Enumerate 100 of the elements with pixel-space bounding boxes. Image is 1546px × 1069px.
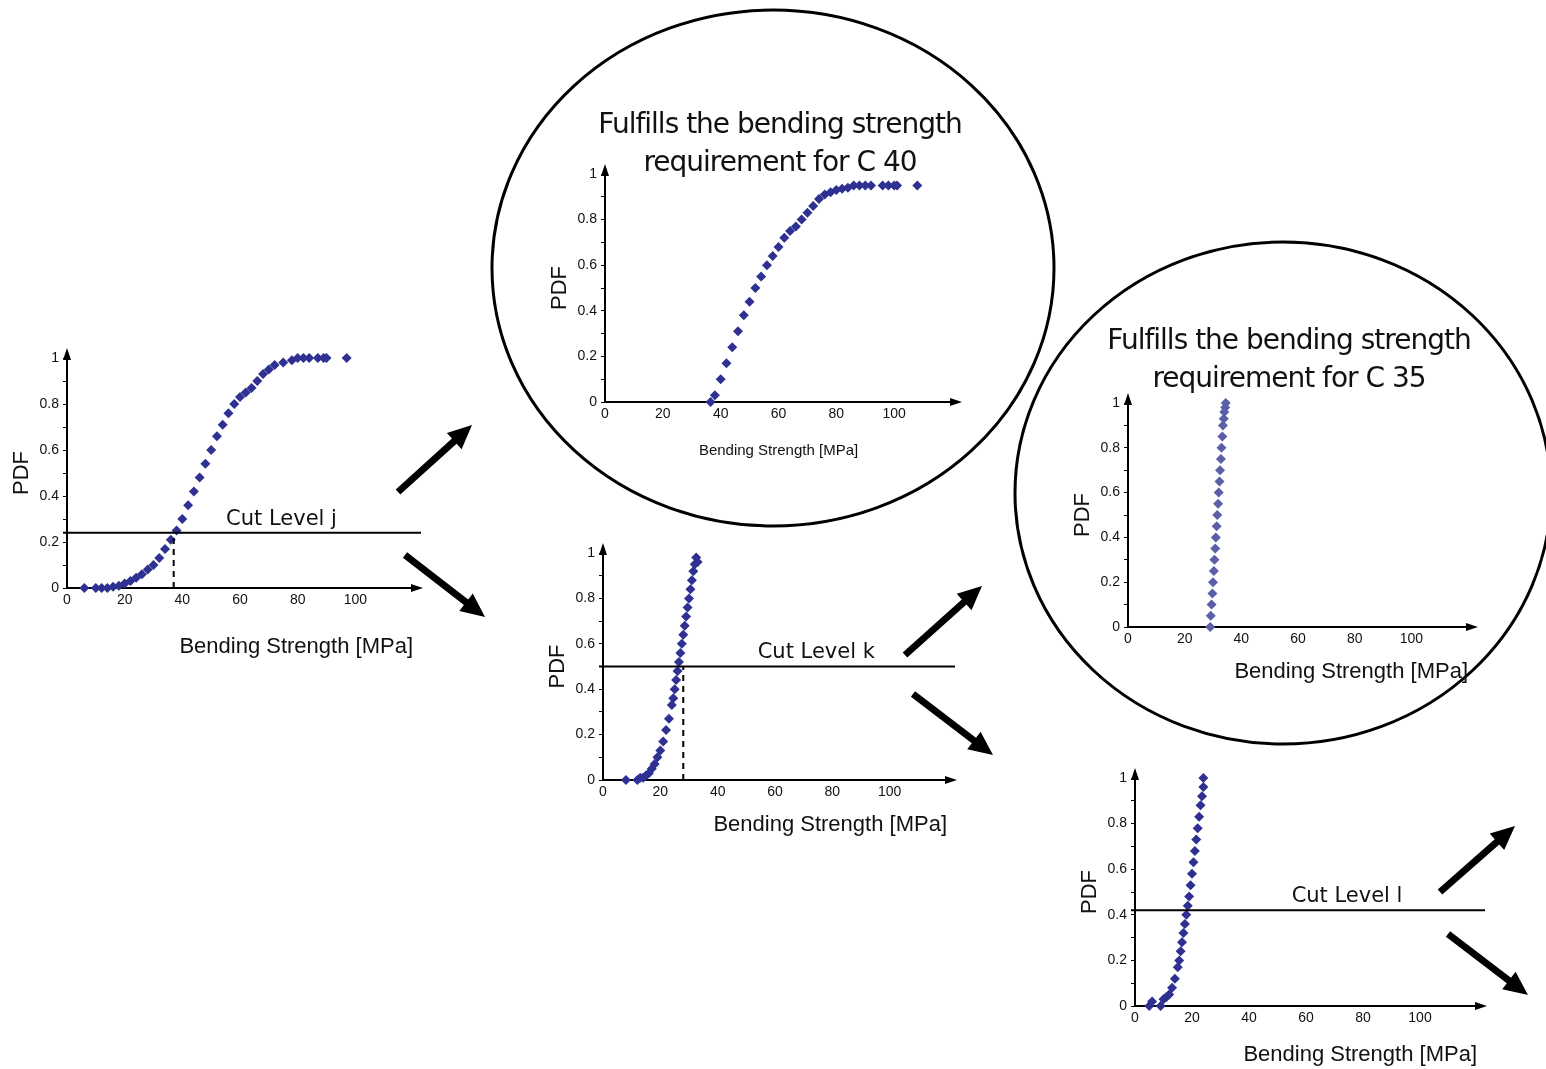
point <box>177 514 188 524</box>
y-tick-label: 0 <box>587 770 596 787</box>
point <box>663 713 674 724</box>
point <box>1179 918 1190 929</box>
x-tick-label: 60 <box>1290 630 1306 647</box>
point <box>796 214 807 225</box>
point <box>767 251 778 262</box>
point <box>661 725 672 736</box>
x-tick-label: 100 <box>343 591 368 608</box>
y-tick-label: 0 <box>589 392 598 409</box>
y-tick-label: 0.2 <box>577 347 598 364</box>
point <box>136 569 147 580</box>
x-axis-title: Bending Strength [MPa] <box>179 632 413 658</box>
point <box>1215 465 1226 476</box>
point <box>1196 791 1207 802</box>
x-tick-label: 60 <box>770 405 787 422</box>
point <box>235 392 245 403</box>
point <box>620 775 631 785</box>
ref-line-label: Cut Level l <box>1291 883 1403 908</box>
point <box>750 283 761 293</box>
point <box>682 602 693 613</box>
chart-title: Fulfills the bending strength requirement for C 40 <box>598 107 962 178</box>
point <box>673 656 684 667</box>
x-tick-label: 20 <box>652 783 669 800</box>
point <box>761 260 772 271</box>
x-tick-label: 80 <box>824 783 841 800</box>
point <box>148 560 159 570</box>
point <box>1192 823 1203 834</box>
point <box>672 666 683 677</box>
point <box>715 374 726 385</box>
point <box>1191 834 1202 845</box>
y-axis-title: PDF <box>1069 493 1095 537</box>
point <box>652 752 663 763</box>
y-tick-label: 0.8 <box>1107 814 1128 831</box>
point <box>160 543 171 554</box>
point <box>1194 811 1205 822</box>
y-tick-label: 0.4 <box>1100 528 1121 545</box>
point <box>240 387 251 398</box>
point <box>217 419 228 430</box>
y-tick-label: 1 <box>51 348 60 365</box>
point <box>790 221 801 232</box>
y-axis-title: PDF <box>544 644 570 689</box>
x-tick-label: 0 <box>63 591 72 608</box>
y-tick-label: 0.8 <box>39 394 60 411</box>
y-tick-label: 0.8 <box>577 210 598 227</box>
point <box>1189 845 1200 856</box>
y-tick-label: 0.6 <box>577 256 598 273</box>
point <box>142 564 153 575</box>
point <box>269 359 280 370</box>
point <box>1207 588 1218 599</box>
x-tick-label: 80 <box>1346 630 1363 647</box>
x-tick-label: 0 <box>1131 1009 1140 1026</box>
ref-line-label: Cut Level j <box>226 505 337 530</box>
y-tick-label: 0 <box>1119 996 1128 1013</box>
point <box>1182 900 1193 911</box>
point <box>733 326 744 337</box>
point <box>229 399 240 409</box>
point <box>1217 420 1228 431</box>
point <box>1195 800 1206 811</box>
x-tick-label: 40 <box>712 405 729 422</box>
point <box>679 620 690 631</box>
point <box>666 700 677 711</box>
y-tick-label: 0.4 <box>39 486 60 503</box>
point <box>263 364 274 375</box>
point <box>785 226 796 236</box>
point <box>1177 937 1188 948</box>
point <box>1198 773 1209 783</box>
x-tick-label: 40 <box>174 591 191 608</box>
point <box>1172 962 1183 973</box>
point <box>223 408 234 419</box>
y-tick-label: 0.4 <box>1107 905 1128 922</box>
y-tick-label: 1 <box>1112 393 1121 410</box>
point <box>773 241 784 252</box>
y-tick-label: 1 <box>587 543 596 560</box>
point <box>1187 868 1197 879</box>
point <box>1210 532 1221 543</box>
point <box>1198 782 1209 793</box>
y-tick-label: 1 <box>1119 768 1128 785</box>
point <box>912 180 923 191</box>
point <box>705 397 716 407</box>
point <box>194 472 205 483</box>
point <box>675 647 686 658</box>
x-axis-title: Bending Strength [MPa] <box>1243 1040 1477 1066</box>
point <box>1211 521 1222 532</box>
y-tick-label: 0.8 <box>575 589 596 606</box>
point <box>688 566 699 577</box>
x-tick-label: 80 <box>289 591 306 608</box>
ref-line-label: Cut Level k <box>757 639 876 664</box>
y-axis-title: PDF <box>8 451 34 495</box>
y-axis-title: PDF <box>546 266 572 310</box>
point <box>685 584 696 595</box>
x-tick-label: 80 <box>1355 1009 1371 1026</box>
x-tick-label: 100 <box>877 783 902 800</box>
point <box>1185 880 1196 891</box>
y-tick-label: 0.4 <box>575 680 596 697</box>
x-tick-label: 100 <box>1399 630 1424 647</box>
y-tick-label: 0.6 <box>1100 483 1121 500</box>
point <box>131 572 142 583</box>
point <box>1213 498 1224 509</box>
point <box>779 232 790 243</box>
